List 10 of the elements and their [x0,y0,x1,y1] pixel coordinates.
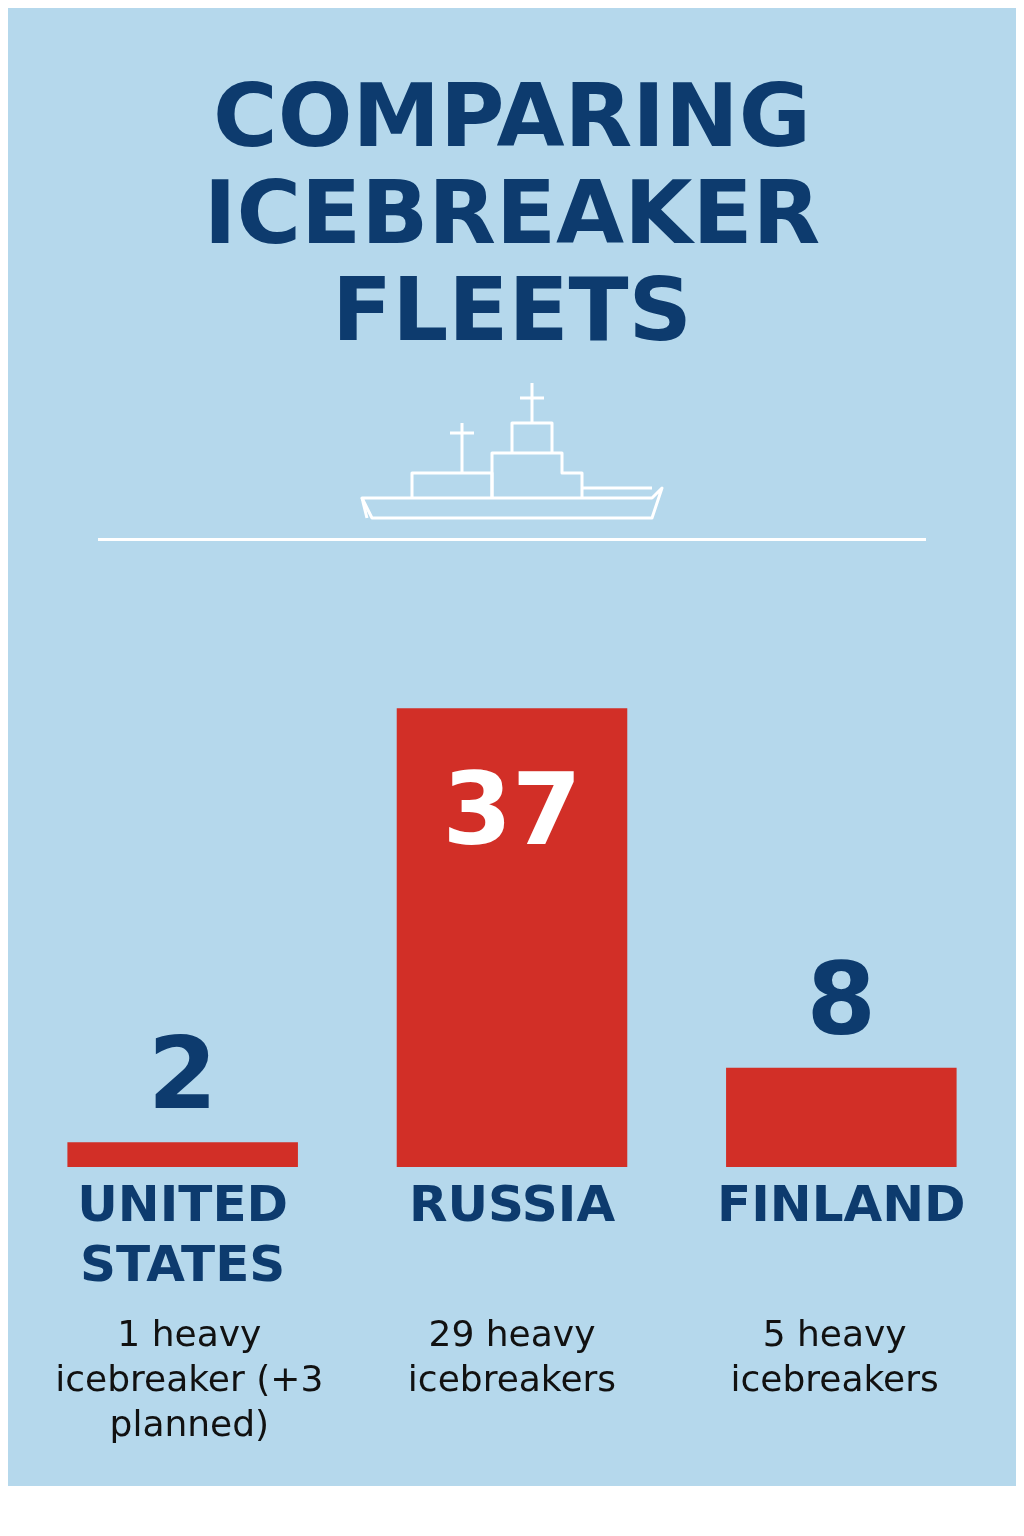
text: 1 heavy icebreaker (+3 planned) [54,1312,325,1447]
x-tick-label: RUSSIA [408,1175,616,1234]
data-label: 37 [442,751,582,869]
data-label: 8 [806,941,877,1059]
text: 29 heavy icebreakers [406,1312,618,1402]
data-label: 2 [147,1015,218,1133]
text: 5 heavy icebreakers [729,1312,940,1402]
chart-title: COMPARING ICEBREAKER FLEETS [202,63,822,363]
x-tick-label: FINLAND [717,1175,966,1234]
x-tick-label: UNITED STATES [77,1175,289,1294]
